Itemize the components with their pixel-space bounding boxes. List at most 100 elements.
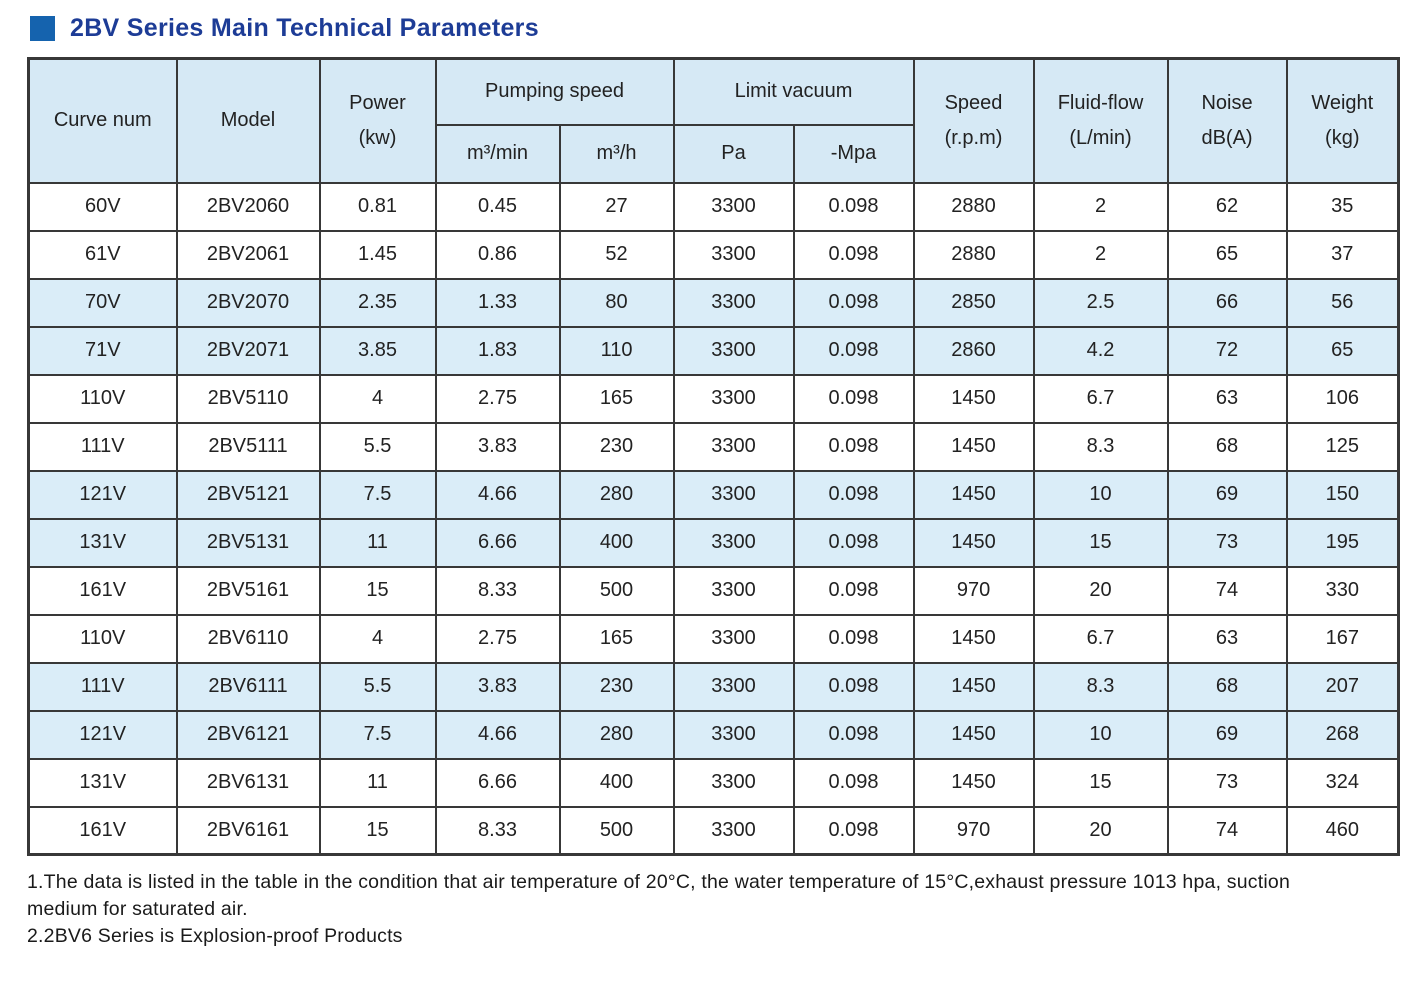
cell-m3h: 80 bbox=[558, 277, 675, 328]
col-header-m3min: m³/min bbox=[434, 123, 561, 184]
cell-noise: 65 bbox=[1166, 229, 1288, 280]
catalog-page: 2BV Series Main Technical Parameters Cur… bbox=[27, 9, 1401, 950]
cell-weight: 207 bbox=[1285, 661, 1400, 712]
cell-model: 2BV2060 bbox=[175, 181, 321, 232]
header-row-sub: m³/min m³/h Pa -Mpa bbox=[29, 123, 1399, 184]
cell-weight: 125 bbox=[1285, 421, 1400, 472]
cell-pa: 3300 bbox=[672, 565, 795, 616]
cell-pa: 3300 bbox=[672, 661, 795, 712]
cell-curve: 161V bbox=[27, 805, 178, 856]
cell-m3min: 2.75 bbox=[434, 613, 561, 664]
table-row: 71V 2BV2071 3.85 1.83 110 3300 0.098 2860 4.2 72 6… bbox=[27, 325, 1400, 376]
cell-speed: 1450 bbox=[912, 709, 1035, 760]
footnotes: 1.The data is listed in the table in the… bbox=[27, 869, 1332, 950]
cell-mpa: 0.098 bbox=[792, 805, 915, 856]
table-row: 121V 2BV5121 7.5 4.66 280 3300 0.098 1450 10 69 15… bbox=[27, 469, 1400, 520]
cell-power: 11 bbox=[318, 517, 437, 568]
cell-noise: 68 bbox=[1166, 661, 1288, 712]
cell-m3min: 3.83 bbox=[434, 661, 561, 712]
cell-fluid: 2 bbox=[1032, 229, 1169, 280]
cell-fluid: 2 bbox=[1032, 181, 1169, 232]
cell-speed: 1450 bbox=[912, 421, 1035, 472]
cell-m3h: 110 bbox=[558, 325, 675, 376]
cell-noise: 66 bbox=[1166, 277, 1288, 328]
table-row: 111V 2BV5111 5.5 3.83 230 3300 0.098 1450 8.3 68 1… bbox=[27, 421, 1400, 472]
cell-curve: 131V bbox=[27, 517, 178, 568]
table-header: Curve num Model Power (kw) Pumping speed… bbox=[27, 57, 1400, 184]
cell-m3min: 2.75 bbox=[434, 373, 561, 424]
col-header-noise: Noise dB(A) bbox=[1166, 57, 1288, 184]
cell-weight: 324 bbox=[1285, 757, 1400, 808]
page-title: 2BV Series Main Technical Parameters bbox=[70, 13, 539, 42]
col-header-limit-vacuum: Limit vacuum bbox=[672, 57, 915, 126]
table-row: 70V 2BV2070 2.35 1.33 80 3300 0.098 2850 2.5 66 56 bbox=[27, 277, 1400, 328]
cell-weight: 37 bbox=[1285, 229, 1400, 280]
col-header-curve-num: Curve num bbox=[27, 57, 178, 184]
cell-curve: 110V bbox=[27, 373, 178, 424]
cell-model: 2BV6131 bbox=[175, 757, 321, 808]
cell-m3min: 4.66 bbox=[434, 709, 561, 760]
col-header-m3h: m³/h bbox=[558, 123, 675, 184]
cell-model: 2BV6110 bbox=[175, 613, 321, 664]
col-header-power-line1: Power bbox=[349, 91, 406, 114]
cell-power: 1.45 bbox=[318, 229, 437, 280]
cell-weight: 167 bbox=[1285, 613, 1400, 664]
cell-m3min: 0.45 bbox=[434, 181, 561, 232]
cell-model: 2BV5131 bbox=[175, 517, 321, 568]
cell-curve: 121V bbox=[27, 709, 178, 760]
cell-power: 5.5 bbox=[318, 661, 437, 712]
cell-fluid: 15 bbox=[1032, 517, 1169, 568]
title-bullet-icon bbox=[30, 15, 55, 41]
table-row: 111V 2BV6111 5.5 3.83 230 3300 0.098 1450 8.3 68 2… bbox=[27, 661, 1400, 712]
cell-model: 2BV6111 bbox=[175, 661, 321, 712]
cell-fluid: 6.7 bbox=[1032, 613, 1169, 664]
col-header-noise-line2: dB(A) bbox=[1201, 126, 1253, 149]
col-header-power: Power (kw) bbox=[318, 57, 437, 184]
cell-mpa: 0.098 bbox=[792, 325, 915, 376]
cell-power: 4 bbox=[318, 613, 437, 664]
table-row: 131V 2BV6131 11 6.66 400 3300 0.098 1450 15 73 324 bbox=[27, 757, 1400, 808]
cell-fluid: 2.5 bbox=[1032, 277, 1169, 328]
cell-speed: 2880 bbox=[912, 229, 1035, 280]
col-header-fluid-flow-line1: Fluid-flow bbox=[1057, 91, 1144, 114]
cell-m3h: 165 bbox=[558, 613, 675, 664]
cell-noise: 74 bbox=[1166, 805, 1288, 856]
cell-pa: 3300 bbox=[672, 709, 795, 760]
cell-fluid: 8.3 bbox=[1032, 421, 1169, 472]
cell-model: 2BV5121 bbox=[175, 469, 321, 520]
table-body: 60V 2BV2060 0.81 0.45 27 3300 0.098 2880 2 62 35 61… bbox=[27, 181, 1400, 856]
cell-mpa: 0.098 bbox=[792, 661, 915, 712]
table-row: 110V 2BV6110 4 2.75 165 3300 0.098 1450 6.7 63 167 bbox=[27, 613, 1400, 664]
cell-model: 2BV5110 bbox=[175, 373, 321, 424]
cell-pa: 3300 bbox=[672, 517, 795, 568]
cell-mpa: 0.098 bbox=[792, 613, 915, 664]
cell-noise: 74 bbox=[1166, 565, 1288, 616]
cell-fluid: 4.2 bbox=[1032, 325, 1169, 376]
cell-model: 2BV5161 bbox=[175, 565, 321, 616]
cell-pa: 3300 bbox=[672, 469, 795, 520]
cell-speed: 2880 bbox=[912, 181, 1035, 232]
cell-speed: 1450 bbox=[912, 517, 1035, 568]
cell-pa: 3300 bbox=[672, 757, 795, 808]
cell-mpa: 0.098 bbox=[792, 181, 915, 232]
cell-noise: 63 bbox=[1166, 613, 1288, 664]
cell-speed: 2850 bbox=[912, 277, 1035, 328]
cell-m3min: 1.83 bbox=[434, 325, 561, 376]
cell-m3h: 280 bbox=[558, 469, 675, 520]
cell-weight: 330 bbox=[1285, 565, 1400, 616]
cell-noise: 69 bbox=[1166, 469, 1288, 520]
cell-mpa: 0.098 bbox=[792, 229, 915, 280]
cell-noise: 73 bbox=[1166, 757, 1288, 808]
cell-curve: 161V bbox=[27, 565, 178, 616]
cell-mpa: 0.098 bbox=[792, 517, 915, 568]
cell-pa: 3300 bbox=[672, 805, 795, 856]
table-row: 121V 2BV6121 7.5 4.66 280 3300 0.098 1450 10 69 26… bbox=[27, 709, 1400, 760]
cell-power: 5.5 bbox=[318, 421, 437, 472]
cell-weight: 268 bbox=[1285, 709, 1400, 760]
col-header-power-line2: (kw) bbox=[358, 126, 397, 149]
cell-fluid: 10 bbox=[1032, 709, 1169, 760]
page-title-row: 2BV Series Main Technical Parameters bbox=[30, 9, 1397, 47]
col-header-weight: Weight (kg) bbox=[1285, 57, 1400, 184]
cell-m3h: 500 bbox=[558, 805, 675, 856]
cell-noise: 68 bbox=[1166, 421, 1288, 472]
